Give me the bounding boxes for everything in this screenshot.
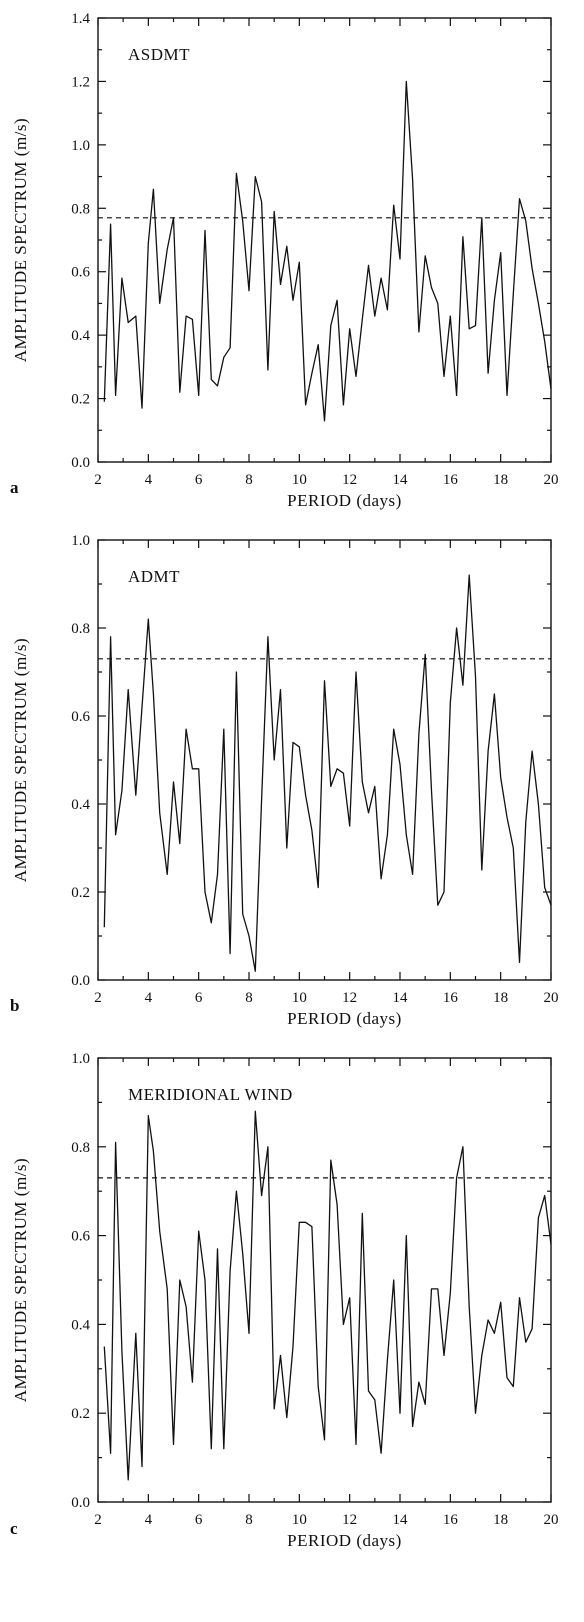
y-tick-label: 1.2 — [71, 74, 90, 90]
x-tick-label: 14 — [393, 472, 409, 488]
x-tick-label: 14 — [393, 1512, 409, 1528]
x-tick-label: 16 — [443, 472, 459, 488]
y-tick-label: 0.0 — [71, 1495, 90, 1511]
y-tick-label: 0.6 — [71, 1229, 90, 1245]
y-tick-label: 0.0 — [71, 973, 90, 989]
panel-title: ADMT — [128, 567, 180, 586]
x-tick-label: 6 — [195, 990, 203, 1006]
y-tick-label: 0.0 — [71, 455, 90, 471]
x-axis-label: PERIOD (days) — [287, 1009, 402, 1028]
chart-panel-b: 2 4 6 8 10 12 14 16 18 20 0.0 0.2 0.4 0.6 0.8 1.0 PERIOD… — [10, 533, 559, 1028]
x-tick-label: 20 — [544, 990, 559, 1006]
x-tick-label: 18 — [493, 472, 508, 488]
plot-frame — [97, 539, 552, 981]
x-tick-label: 4 — [145, 1512, 153, 1528]
x-tick-label: 18 — [493, 990, 508, 1006]
y-tick-label: 0.6 — [71, 709, 90, 725]
y-tick-label: 0.8 — [71, 201, 90, 217]
panel-letter: c — [10, 1519, 18, 1538]
x-tick-label: 10 — [292, 472, 307, 488]
x-tick-label: 4 — [145, 990, 153, 1006]
panel-letter: a — [10, 478, 19, 497]
y-axis-label: AMPLITUDE SPECTRUM (m/s) — [11, 638, 30, 882]
chart-panel-a: 2 4 6 8 10 12 14 16 18 20 0.0 0.2 0.4 0.6 0.8 1.0 1.2 1.4… — [10, 11, 559, 510]
y-tick-label: 1.0 — [71, 533, 90, 549]
amplitude-spectrum-line — [103, 1110, 552, 1481]
x-tick-label: 12 — [342, 1512, 357, 1528]
x-tick-label: 10 — [292, 1512, 307, 1528]
x-tick-label: 20 — [544, 472, 559, 488]
amplitude-spectrum-line — [103, 574, 552, 972]
x-tick-label: 10 — [292, 990, 307, 1006]
x-axis-label: PERIOD (days) — [287, 1531, 402, 1550]
y-tick-label: 1.0 — [71, 1051, 90, 1067]
x-tick-label: 14 — [393, 990, 409, 1006]
amplitude-spectrum-line — [103, 80, 552, 422]
x-tick-label: 8 — [245, 1512, 253, 1528]
y-tick-label: 0.2 — [71, 1406, 90, 1422]
x-tick-label: 2 — [94, 1512, 102, 1528]
x-tick-label: 12 — [342, 472, 357, 488]
y-tick-label: 0.2 — [71, 392, 90, 408]
x-tick-label: 8 — [245, 990, 253, 1006]
x-tick-label: 16 — [443, 990, 459, 1006]
y-tick-label: 0.8 — [71, 1140, 90, 1156]
y-tick-label: 0.4 — [71, 797, 90, 813]
x-tick-label: 8 — [245, 472, 253, 488]
y-tick-label: 0.8 — [71, 621, 90, 637]
x-tick-label: 20 — [544, 1512, 559, 1528]
y-axis-label: AMPLITUDE SPECTRUM (m/s) — [11, 118, 30, 362]
x-tick-label: 18 — [493, 1512, 508, 1528]
panel-letter: b — [10, 996, 19, 1015]
x-tick-label: 6 — [195, 472, 203, 488]
y-tick-label: 1.4 — [71, 11, 90, 27]
y-tick-label: 1.0 — [71, 138, 90, 154]
y-tick-label: 0.4 — [71, 328, 90, 344]
y-tick-label: 0.2 — [71, 885, 90, 901]
x-tick-label: 2 — [94, 472, 102, 488]
y-tick-label: 0.6 — [71, 265, 90, 281]
panel-title: ASDMT — [128, 45, 190, 64]
y-axis-label: AMPLITUDE SPECTRUM (m/s) — [11, 1158, 30, 1402]
y-tick-label: 0.4 — [71, 1317, 90, 1333]
chart-panel-c: 2 4 6 8 10 12 14 16 18 20 0.0 0.2 0.4 0.6 0.8 1.0 PERIOD… — [10, 1051, 559, 1550]
x-tick-label: 12 — [342, 990, 357, 1006]
x-axis-label: PERIOD (days) — [287, 491, 402, 510]
x-tick-label: 16 — [443, 1512, 459, 1528]
x-tick-label: 2 — [94, 990, 102, 1006]
x-tick-label: 4 — [145, 472, 153, 488]
x-tick-label: 6 — [195, 1512, 203, 1528]
panel-title: MERIDIONAL WIND — [128, 1085, 293, 1104]
